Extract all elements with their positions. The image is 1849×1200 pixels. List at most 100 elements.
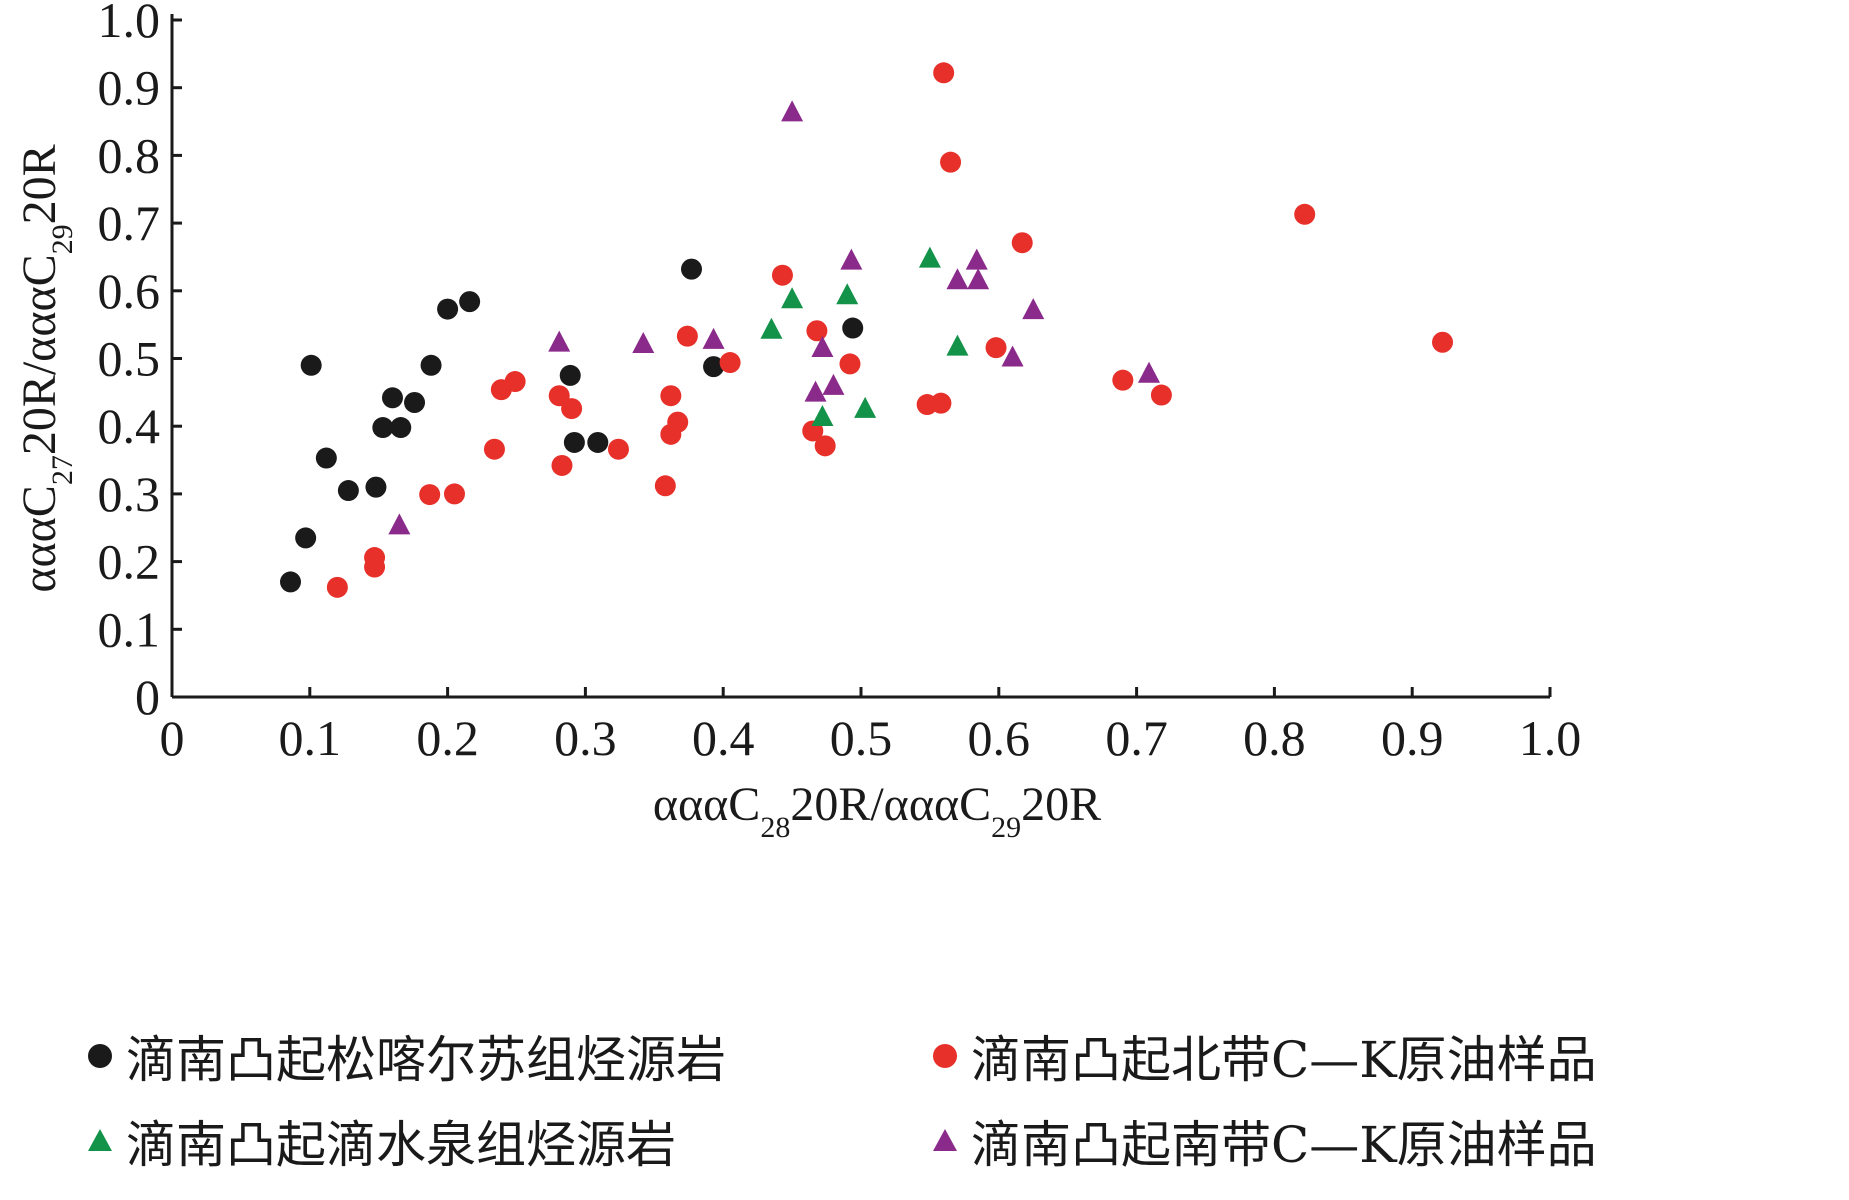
plot-axes — [170, 14, 1550, 699]
data-point-north-oil — [985, 337, 1007, 359]
y-tick-label: 0.6 — [98, 263, 161, 319]
x-tick-label: 0.5 — [830, 710, 893, 766]
y-tick-label: 0 — [135, 669, 160, 725]
data-point-south-oil — [548, 330, 571, 352]
data-point-south-oil — [1001, 345, 1024, 367]
data-point-source-rock — [459, 291, 481, 313]
data-point-north-oil — [1112, 369, 1134, 391]
y-tick-label: 0.4 — [98, 398, 161, 454]
data-point-source-rock — [703, 356, 725, 378]
legend-label: 滴南凸起南带C—K原油样品 — [971, 1116, 1597, 1174]
black-circle-icon — [88, 1044, 112, 1068]
data-point-north-oil — [676, 325, 698, 347]
x-tick-label: 0.6 — [968, 710, 1031, 766]
data-point-north-oil — [326, 576, 348, 598]
y-tick-label: 0.3 — [98, 466, 161, 522]
x-tick-label: 0.4 — [692, 710, 755, 766]
data-point-source-rock — [295, 527, 317, 549]
x-tick-label: 0.2 — [416, 710, 479, 766]
x-tick-label: 0.7 — [1105, 710, 1168, 766]
x-tick-label: 0.1 — [279, 710, 342, 766]
data-point-north-oil — [1294, 203, 1316, 225]
x-tick-label: 0.9 — [1381, 710, 1444, 766]
data-point-source-rock — [337, 480, 359, 502]
data-point-source-rock — [372, 417, 394, 439]
purple-triangle-icon — [933, 1129, 957, 1151]
data-point-source-rock — [587, 431, 609, 453]
x-tick-label: 0.3 — [554, 710, 617, 766]
data-point-south-oil — [702, 327, 725, 349]
y-tick-label: 1.0 — [98, 0, 161, 48]
data-point-north-oil — [483, 438, 505, 460]
data-point-south-oil — [632, 331, 655, 353]
data-point-north-oil — [806, 320, 828, 342]
data-point-north-oil — [771, 264, 793, 286]
data-point-south-oil — [781, 100, 804, 122]
data-point-south-oil — [811, 336, 834, 358]
data-point-dishuiquan-rock — [946, 334, 969, 356]
data-point-dishuiquan-rock — [811, 405, 834, 427]
data-point-source-rock — [559, 364, 581, 386]
data-point-dishuiquan-rock — [781, 287, 804, 309]
data-point-north-oil — [839, 353, 861, 375]
data-point-source-rock — [365, 476, 387, 498]
data-point-source-rock — [404, 392, 426, 414]
data-point-south-oil — [1138, 361, 1161, 383]
data-point-source-rock — [280, 571, 302, 593]
data-point-north-oil — [504, 371, 526, 393]
data-point-source-rock — [300, 354, 322, 376]
data-point-south-oil — [1022, 298, 1045, 320]
y-tick-label: 0.1 — [98, 601, 161, 657]
data-point-north-oil — [1150, 384, 1172, 406]
y-axis-label: αααC2720R/αααC2920R — [13, 144, 79, 592]
y-axis-ticks: 0 0.1 0.2 0.3 0.4 0.5 0.6 0.7 0.8 0.9 1.0 — [98, 0, 182, 725]
y-tick-label: 0.2 — [98, 534, 161, 590]
y-tick-label: 0.7 — [98, 195, 161, 251]
data-point-north-oil — [551, 454, 573, 476]
data-point-north-oil — [1011, 232, 1033, 254]
x-tick-label: 0.8 — [1243, 710, 1306, 766]
legend-item-south-belt-oil: 滴南凸起南带C—K原油样品 — [925, 1105, 1597, 1177]
data-point-north-oil — [443, 483, 465, 505]
data-points — [280, 62, 1454, 598]
data-point-north-oil — [940, 151, 962, 173]
x-tick-label: 0 — [160, 710, 185, 766]
y-tick-label: 0.8 — [98, 127, 161, 183]
data-point-north-oil — [933, 62, 955, 84]
x-tick-label: 1.0 — [1519, 710, 1582, 766]
data-point-north-oil — [419, 484, 441, 506]
data-point-north-oil — [561, 398, 583, 420]
data-point-source-rock — [420, 354, 442, 376]
data-point-south-oil — [965, 248, 988, 270]
data-point-dishuiquan-rock — [918, 246, 941, 268]
green-triangle-icon — [88, 1129, 112, 1151]
legend-label: 滴南凸起北带C—K原油样品 — [971, 1031, 1597, 1089]
data-point-source-rock — [315, 447, 337, 469]
legend-item-dishuiquan-source-rock: 滴南凸起滴水泉组烃源岩 — [80, 1105, 676, 1177]
y-tick-label: 0.5 — [98, 331, 161, 387]
data-point-source-rock — [437, 298, 459, 320]
data-point-south-oil — [967, 268, 990, 290]
legend: 滴南凸起松喀尔苏组烃源岩 滴南凸起北带C—K原油样品 滴南凸起滴水泉组烃源岩 滴… — [80, 1020, 1800, 1200]
data-point-north-oil — [660, 385, 682, 407]
red-circle-icon — [933, 1044, 957, 1068]
legend-label: 滴南凸起松喀尔苏组烃源岩 — [126, 1031, 726, 1089]
data-point-north-oil — [719, 352, 741, 374]
data-point-source-rock — [681, 258, 703, 280]
data-point-dishuiquan-rock — [836, 283, 859, 305]
data-point-north-oil — [364, 547, 386, 569]
data-point-source-rock — [390, 417, 412, 439]
legend-label: 滴南凸起滴水泉组烃源岩 — [126, 1116, 676, 1174]
legend-item-north-belt-oil: 滴南凸起北带C—K原油样品 — [925, 1020, 1597, 1092]
data-point-source-rock — [381, 387, 403, 409]
scatter-chart: 0 0.1 0.2 0.3 0.4 0.5 0.6 0.7 0.8 0.9 1.0 00.10.20… — [13, 0, 1582, 844]
data-point-dishuiquan-rock — [854, 396, 877, 418]
y-tick-label: 0.9 — [98, 60, 161, 116]
legend-item-songkaersu-source-rock: 滴南凸起松喀尔苏组烃源岩 — [80, 1020, 726, 1092]
data-point-source-rock — [842, 317, 864, 339]
data-point-south-oil — [822, 373, 845, 395]
data-point-source-rock — [563, 431, 585, 453]
data-point-north-oil — [607, 438, 629, 460]
x-axis-label: αααC2820R/αααC2920R — [653, 778, 1101, 844]
data-point-dishuiquan-rock — [760, 317, 783, 339]
